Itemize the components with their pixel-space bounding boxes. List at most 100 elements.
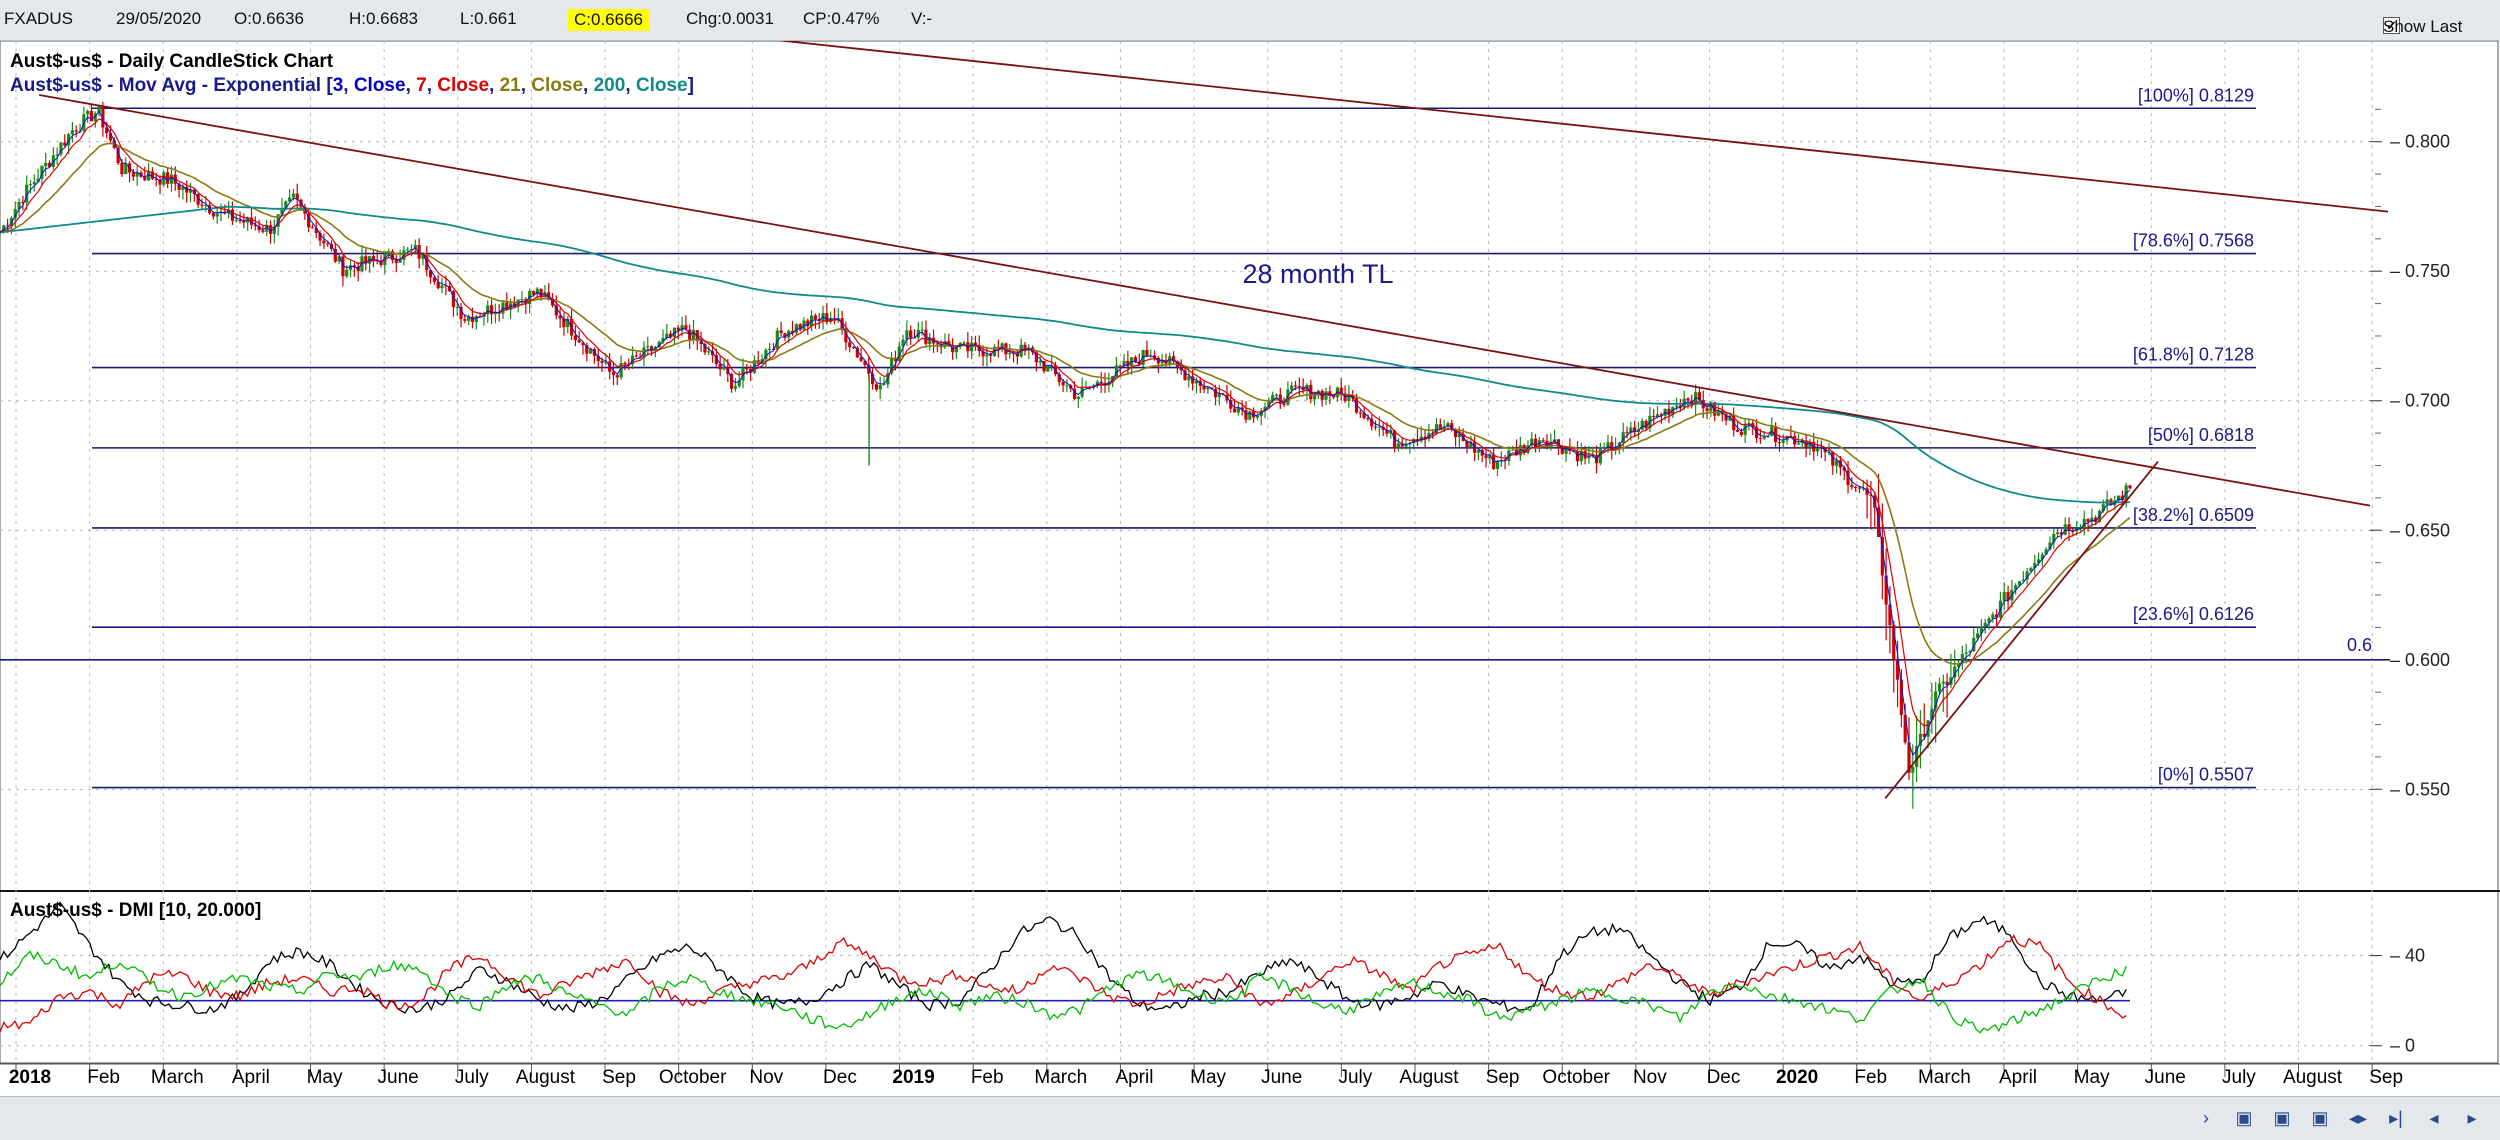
x-tick-label: April	[1115, 1067, 1153, 1088]
candle-body	[665, 333, 669, 339]
candle-body	[272, 226, 276, 234]
scroll-end-icon[interactable]: ▸|	[2389, 1108, 2403, 1128]
candle-body	[2128, 485, 2132, 489]
candle-body	[1633, 427, 1637, 432]
change-percent: CP:0.47%	[803, 9, 880, 28]
candle-body	[768, 348, 772, 350]
candle-body	[1934, 691, 1938, 709]
candle-body	[1381, 426, 1385, 430]
candle-body	[1118, 365, 1122, 367]
scroll-right-arrow-icon[interactable]: ▸	[2467, 1108, 2477, 1128]
x-tick-label: July	[1338, 1067, 1372, 1088]
zoom-out-icon[interactable]: ▣	[2273, 1108, 2291, 1128]
candle-body	[467, 316, 471, 321]
candle-body	[398, 259, 402, 263]
candle-body	[1011, 353, 1016, 355]
candle-body	[364, 256, 368, 264]
candle-body	[1655, 414, 1660, 418]
candle-body	[390, 251, 395, 261]
candle-body	[729, 373, 734, 389]
candle-body	[1034, 352, 1039, 363]
symbol-info-bar: FXADUS 29/05/2020 O:0.6636 H:0.6683 L:0.…	[0, 0, 2500, 41]
candle-body	[950, 346, 955, 353]
x-tick-label: March	[151, 1067, 204, 1088]
candle-body	[318, 232, 322, 241]
candle-body	[790, 330, 795, 333]
candle-body	[1697, 392, 1702, 401]
chart-frame	[0, 41, 2499, 1064]
ma-legend-param: Close	[354, 75, 406, 96]
candle-body	[314, 228, 318, 233]
x-tick-label: June	[378, 1067, 419, 1088]
candle-body	[1438, 424, 1442, 429]
candle-body	[661, 338, 665, 342]
candle-body	[200, 204, 204, 206]
scroll-left-arrow-icon[interactable]: ◂	[2429, 1108, 2439, 1128]
candle-body	[101, 106, 105, 128]
candle-body	[1854, 486, 1858, 488]
candle-body	[158, 179, 162, 185]
candle-body	[1347, 394, 1351, 401]
candle-body	[1038, 360, 1042, 363]
candle-body	[1537, 440, 1541, 448]
ma-legend-param: Close	[531, 75, 583, 96]
candle-body	[566, 318, 570, 328]
candle-body	[474, 316, 478, 323]
candle-body	[417, 244, 421, 259]
candle-body	[596, 355, 600, 362]
candle-body	[204, 204, 208, 206]
candle-body	[47, 162, 52, 167]
candle-body	[1724, 414, 1728, 421]
candle-body	[13, 209, 17, 219]
x-tick-label: March	[1918, 1067, 1971, 1088]
ma-legend-param: 7	[416, 75, 427, 96]
candle-body	[1114, 365, 1119, 377]
candle-body	[196, 193, 200, 205]
candle-body	[1252, 411, 1256, 418]
ma-legend: Aust$-us$ - Mov Avg - Exponential [3, Cl…	[10, 75, 694, 96]
candle-body	[1156, 357, 1160, 364]
candle-body	[1179, 366, 1183, 371]
candle-body	[1743, 424, 1747, 435]
candle-body	[1987, 618, 1991, 623]
candle-body	[2101, 504, 2105, 511]
candle-body	[413, 244, 417, 250]
candle-body	[550, 299, 555, 306]
scroll-right-icon[interactable]: ›	[2203, 1108, 2209, 1128]
candle-body	[867, 365, 871, 374]
candle-body	[1126, 360, 1130, 366]
candle-body	[589, 349, 593, 354]
candle-body	[1659, 414, 1663, 416]
candle-body	[444, 285, 448, 287]
candle-body	[779, 330, 783, 334]
ma-legend-param: Close	[437, 75, 489, 96]
candle-body	[638, 356, 642, 358]
candle-body	[287, 197, 292, 202]
zoom-in-icon[interactable]: ▣	[2235, 1108, 2253, 1128]
candle-body	[211, 213, 215, 217]
candle-body	[1023, 344, 1027, 350]
trendline-28-month	[39, 94, 2371, 507]
chart-canvas[interactable]: 2018 Feb March April May June July August Sep Oct…	[0, 41, 2500, 1095]
candle-body	[1835, 460, 1839, 466]
checkbox-check-icon[interactable]: ✔	[2383, 17, 2400, 34]
candle-body	[265, 225, 269, 232]
candle-body	[1099, 381, 1103, 383]
x-tick-label: 2020	[1776, 1067, 1818, 1088]
candle-body	[1857, 487, 1862, 489]
candle-body	[893, 358, 898, 361]
scroll-both-icon[interactable]: ◂▸	[2348, 1108, 2368, 1128]
quote-date: 29/05/2020	[116, 9, 202, 28]
candle-body	[1899, 679, 1903, 715]
candle-body	[554, 305, 558, 316]
candle-body	[1080, 387, 1084, 397]
candle-body	[1511, 449, 1515, 451]
x-tick-label: May	[1190, 1067, 1226, 1088]
candle-body	[1171, 356, 1176, 362]
candle-body	[345, 269, 349, 277]
candle-body	[36, 178, 40, 182]
ma-legend-param: 200	[594, 75, 626, 96]
zoom-fit-icon[interactable]: ▣	[2311, 1108, 2329, 1128]
x-tick-label: April	[232, 1067, 270, 1088]
candle-body	[2002, 592, 2006, 601]
